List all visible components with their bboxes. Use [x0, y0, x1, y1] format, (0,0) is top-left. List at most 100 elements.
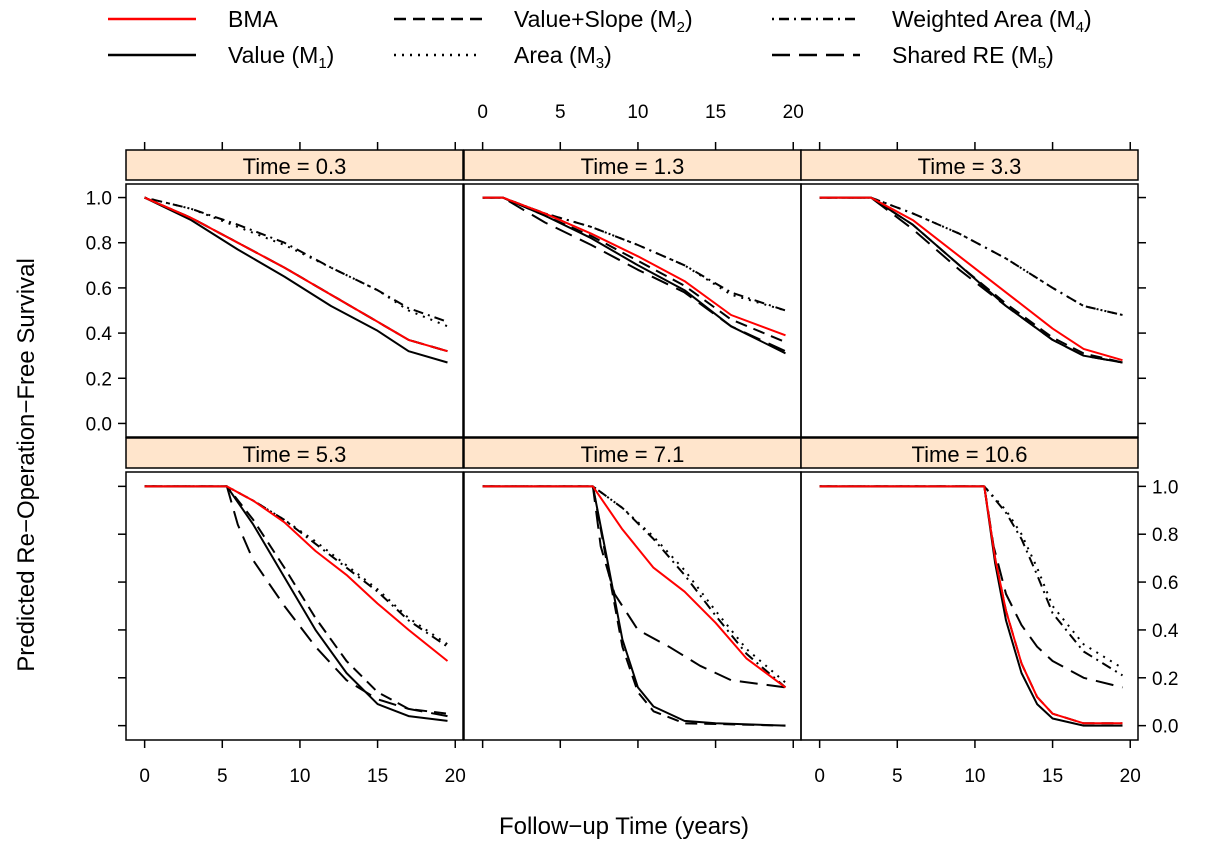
panel-frame: [463, 471, 802, 741]
panel-frame: [800, 183, 1139, 438]
panel-strip: [463, 149, 802, 181]
series-line-m5: [819, 485, 1123, 689]
legend-label: BMA: [228, 6, 279, 32]
x-tick-label: 5: [555, 102, 566, 123]
panel-frame: [463, 183, 802, 438]
series-line-bma: [144, 196, 448, 353]
series-line-m1: [819, 485, 1123, 727]
y-tick-label: 1.0: [86, 189, 112, 210]
y-tick-label: 1.0: [1152, 477, 1178, 498]
series-line-bma: [819, 485, 1123, 725]
x-tick-label: 20: [445, 766, 466, 787]
y-tick-label: 0.2: [86, 369, 112, 390]
legend-item-m2: Value+Slope (M2): [394, 6, 693, 36]
legend-label: Weighted Area (M4): [892, 6, 1092, 36]
panel-title: Time = 3.3: [918, 154, 1022, 179]
series-line-m4: [144, 485, 449, 648]
panel-frame: [125, 183, 464, 438]
series-line-m3: [144, 485, 449, 646]
series-line-m2: [144, 485, 448, 715]
panel-title: Time = 1.3: [581, 154, 685, 179]
panel-frame: [800, 471, 1139, 741]
series-line-bma: [482, 485, 787, 689]
series-line-m2: [482, 196, 786, 344]
series-line-m3: [482, 485, 787, 684]
series-line-bma: [819, 196, 1123, 362]
x-tick-label: 15: [705, 102, 726, 123]
x-tick-label: 0: [139, 766, 150, 787]
series-line-m4: [482, 485, 787, 689]
x-tick-label: 10: [289, 766, 310, 787]
legend-label: Area (M3): [514, 42, 612, 72]
x-tick-label: 0: [477, 102, 488, 123]
x-tick-label: 5: [217, 766, 228, 787]
panels: Time = 0.3 Time = 1.3 Time = 3.3 Time = 5.3…: [125, 149, 1139, 741]
y-tick-label: 0.8: [86, 234, 112, 255]
legend-item-m1: Value (M1): [108, 42, 334, 72]
y-tick-label: 0.6: [1152, 573, 1178, 594]
legend-label: Value+Slope (M2): [514, 6, 693, 36]
x-tick-label: 15: [1042, 766, 1063, 787]
series-line-m3: [819, 196, 1123, 316]
legend-label: Value (M1): [228, 42, 334, 72]
panel-strip: [463, 437, 802, 469]
series-line-bma: [144, 485, 449, 662]
series-line-m5: [482, 196, 786, 353]
x-tick-label: 10: [964, 766, 985, 787]
legend-item-m4: Weighted Area (M4): [772, 6, 1092, 36]
panel-title: Time = 5.3: [243, 442, 347, 467]
panel-title: Time = 0.3: [243, 154, 347, 179]
series-line-m1: [482, 485, 786, 727]
y-tick-label: 0.6: [86, 279, 112, 300]
panel-title: Time = 7.1: [581, 442, 685, 467]
y-tick-label: 0.4: [1152, 621, 1179, 642]
series-line-m2: [482, 485, 786, 727]
panel-strip: [800, 437, 1139, 469]
legend-item-m3: Area (M3): [394, 42, 612, 72]
series-line-m1: [144, 485, 448, 722]
x-tick-label: 20: [783, 102, 804, 123]
legend-item-bma: BMA: [108, 6, 279, 32]
y-tick-label: 0.0: [1152, 717, 1178, 738]
axis-ticks: 0 5 10 15 20 0 5 10 15 20 0 5 10 15 20 0.0 0.2 0.4 0.6 0.8 1…: [86, 102, 1179, 787]
series-line-m1: [819, 196, 1123, 364]
series-line-m5: [819, 196, 1123, 364]
series-line-m1: [482, 196, 786, 355]
series-line-m3: [819, 485, 1124, 670]
series-line-m4: [819, 196, 1123, 316]
series-line-m2: [819, 485, 1123, 725]
panel-strip: [125, 149, 464, 181]
y-tick-label: 0.0: [86, 414, 112, 435]
series-line-m1: [144, 196, 448, 364]
y-tick-label: 0.2: [1152, 669, 1178, 690]
panel: Time = 0.3: [125, 149, 464, 438]
y-axis-label: Predicted Re−Operation−Free Survival: [13, 258, 40, 672]
panel-title: Time = 10.6: [912, 442, 1028, 467]
series-line-m4: [819, 485, 1124, 677]
legend: BMA Value (M1) Value+Slope (M2) Area (M3) We…: [108, 6, 1092, 72]
legend-item-m5: Shared RE (M5): [772, 42, 1054, 72]
y-tick-label: 0.4: [86, 324, 113, 345]
panel-frame: [125, 471, 464, 741]
panel-strip: [125, 437, 464, 469]
x-axis-label: Follow−up Time (years): [499, 813, 749, 840]
panel: Time = 1.3: [463, 149, 802, 438]
x-tick-label: 10: [627, 102, 648, 123]
x-tick-label: 5: [892, 766, 903, 787]
series-line-m4: [144, 196, 448, 323]
panel: Time = 3.3: [800, 149, 1139, 438]
panel: Time = 10.6: [800, 437, 1139, 741]
panel: Time = 7.1: [463, 437, 802, 741]
series-line-m5: [482, 485, 786, 689]
series-line-m5: [144, 485, 448, 718]
y-tick-label: 0.8: [1152, 525, 1178, 546]
legend-label: Shared RE (M5): [892, 42, 1054, 72]
x-tick-label: 20: [1120, 766, 1141, 787]
series-line-bma: [482, 196, 786, 337]
panel: Time = 5.3: [125, 437, 464, 741]
x-tick-label: 0: [814, 766, 825, 787]
x-tick-label: 15: [367, 766, 388, 787]
panel-strip: [800, 149, 1139, 181]
